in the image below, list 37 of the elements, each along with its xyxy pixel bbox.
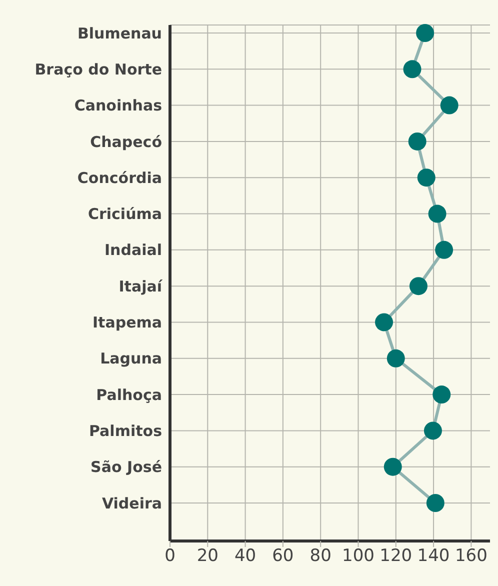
x-tick-label: 140	[417, 546, 450, 566]
x-tick-label: 160	[454, 546, 488, 566]
point	[417, 168, 436, 187]
point	[435, 240, 454, 259]
point	[403, 60, 422, 78]
y-tick-label: Palmitos	[88, 422, 162, 440]
x-tick-label: 60	[272, 546, 294, 566]
y-tick-label: Laguna	[100, 350, 162, 368]
y-tick-label: Videira	[102, 494, 162, 512]
point	[384, 458, 402, 476]
x-tick-label: 40	[234, 546, 256, 566]
point	[416, 24, 434, 42]
point	[409, 277, 428, 296]
point	[408, 132, 426, 150]
y-tick-label: Itapema	[92, 314, 162, 332]
point	[375, 313, 394, 332]
y-tick-label: Palhoça	[96, 386, 162, 404]
y-tick-label: Itajaí	[118, 277, 163, 296]
point	[432, 386, 451, 404]
x-tick-label: 20	[196, 546, 218, 566]
y-tick-label: Criciúma	[88, 205, 162, 224]
point	[426, 494, 444, 512]
point	[424, 422, 442, 440]
x-tick-label: 120	[380, 546, 412, 566]
y-tick-label: Canoinhas	[74, 96, 162, 115]
x-tick-label: 0	[164, 546, 176, 566]
y-tick-label: Braço do Norte	[34, 60, 162, 78]
point	[386, 349, 405, 368]
y-tick-label: Blumenau	[77, 24, 162, 42]
point	[428, 204, 446, 223]
y-tick-label: Chapecó	[90, 132, 162, 151]
y-tick-label: Concórdia	[77, 168, 162, 187]
point	[440, 96, 458, 114]
x-tick-label: 100	[342, 546, 374, 566]
y-tick-label: Indaial	[104, 241, 162, 260]
x-tick-label: 80	[310, 546, 332, 566]
y-tick-label: São José	[90, 458, 162, 476]
